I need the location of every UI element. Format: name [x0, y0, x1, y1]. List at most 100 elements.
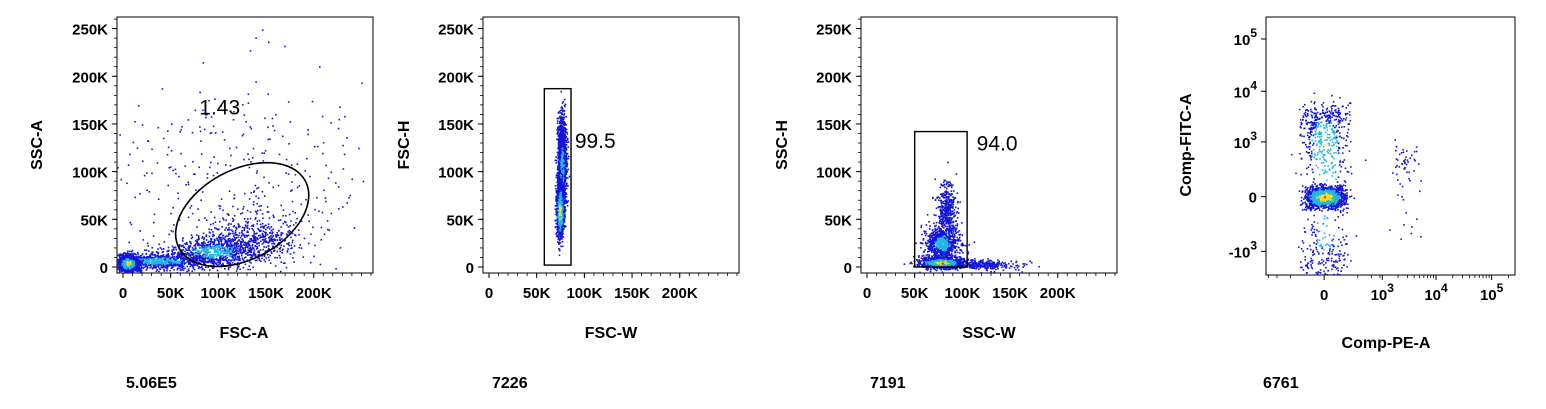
event-dot [196, 226, 198, 228]
event-dot [143, 261, 145, 263]
event-dot [246, 246, 249, 249]
event-dot [124, 256, 126, 258]
event-dot [212, 260, 214, 263]
event-dot [219, 220, 221, 223]
event-dot [232, 255, 234, 257]
event-dot [561, 117, 564, 119]
event-dot [251, 234, 254, 237]
event-dot [234, 215, 236, 217]
event-dot [197, 250, 199, 253]
event-dot [136, 147, 139, 150]
event-dot [168, 265, 171, 267]
event-dot [119, 257, 122, 260]
y-axis-label: SSC-A [29, 120, 46, 170]
event-dot [205, 248, 208, 250]
event-dot [261, 213, 264, 215]
event-dot [265, 237, 267, 240]
event-dot [558, 164, 561, 166]
event-dot [121, 263, 124, 266]
event-dot [227, 235, 229, 237]
event-dot [124, 272, 126, 273]
event-dot [136, 268, 138, 270]
event-dot [139, 260, 142, 263]
event-dot [146, 260, 149, 262]
event-dot [168, 249, 170, 252]
event-dot [206, 260, 208, 263]
event-dot [264, 235, 267, 238]
event-dot [314, 244, 316, 247]
event-dot [249, 238, 251, 240]
event-dot [127, 268, 129, 270]
event-dot [165, 254, 168, 257]
event-dot [197, 235, 200, 237]
event-dot [556, 171, 559, 174]
event-dot [112, 257, 114, 259]
event-dot [167, 246, 170, 249]
event-dot [276, 246, 278, 248]
event-dot [164, 263, 166, 265]
event-dot [184, 262, 187, 264]
event-dot [158, 256, 161, 258]
event-dot [557, 117, 560, 120]
event-dot [213, 262, 215, 264]
y-tick-label: 50K [80, 212, 108, 229]
event-dot [238, 259, 240, 261]
event-dot [164, 257, 166, 259]
event-dot [96, 256, 98, 258]
event-dot [224, 255, 227, 258]
event-dot [200, 250, 203, 252]
event-dot [209, 256, 211, 258]
event-dot [121, 268, 123, 271]
event-dot [185, 253, 188, 256]
event-dot [282, 215, 284, 217]
event-dot [89, 253, 91, 255]
event-dot [181, 264, 184, 267]
event-dot [223, 252, 225, 254]
event-dot [159, 268, 161, 271]
event-dot [198, 166, 200, 169]
event-dot [273, 249, 275, 252]
event-dot [249, 254, 252, 256]
event-dot [260, 205, 262, 207]
event-dot [562, 175, 564, 177]
event-dot [173, 260, 175, 263]
event-dot [558, 146, 561, 148]
event-dot [231, 248, 234, 251]
event-dot [264, 250, 267, 252]
event-dot [566, 157, 569, 160]
event-dot [176, 268, 179, 271]
event-dot [209, 247, 212, 250]
event-dot [563, 121, 566, 123]
event-dots [554, 90, 571, 257]
event-dot [245, 121, 247, 123]
event-dot [183, 253, 185, 255]
event-dot [259, 226, 262, 228]
event-dot [207, 261, 210, 264]
event-dot [304, 170, 306, 172]
event-dot [324, 197, 327, 199]
event-dot [108, 204, 110, 206]
event-dot [197, 208, 199, 210]
event-dot [110, 254, 112, 256]
event-dot [271, 233, 273, 235]
event-dot [278, 236, 281, 239]
event-dot [562, 127, 565, 129]
event-dot [234, 233, 237, 236]
event-dot [130, 250, 133, 253]
event-dot [43, 264, 45, 266]
event-dot [237, 247, 239, 250]
event-dot [563, 137, 566, 140]
event-dot [223, 238, 225, 240]
event-dot [142, 239, 145, 241]
gate-ellipse[interactable] [158, 141, 326, 287]
event-dot [351, 178, 353, 181]
event-dot [268, 236, 271, 238]
event-dot [261, 257, 263, 260]
event-dot [263, 176, 265, 179]
event-dot [288, 242, 290, 244]
event-dot [134, 121, 136, 123]
event-dot [190, 234, 193, 236]
event-dot [117, 261, 120, 263]
event-dot [237, 236, 239, 239]
event-dot [564, 159, 566, 161]
